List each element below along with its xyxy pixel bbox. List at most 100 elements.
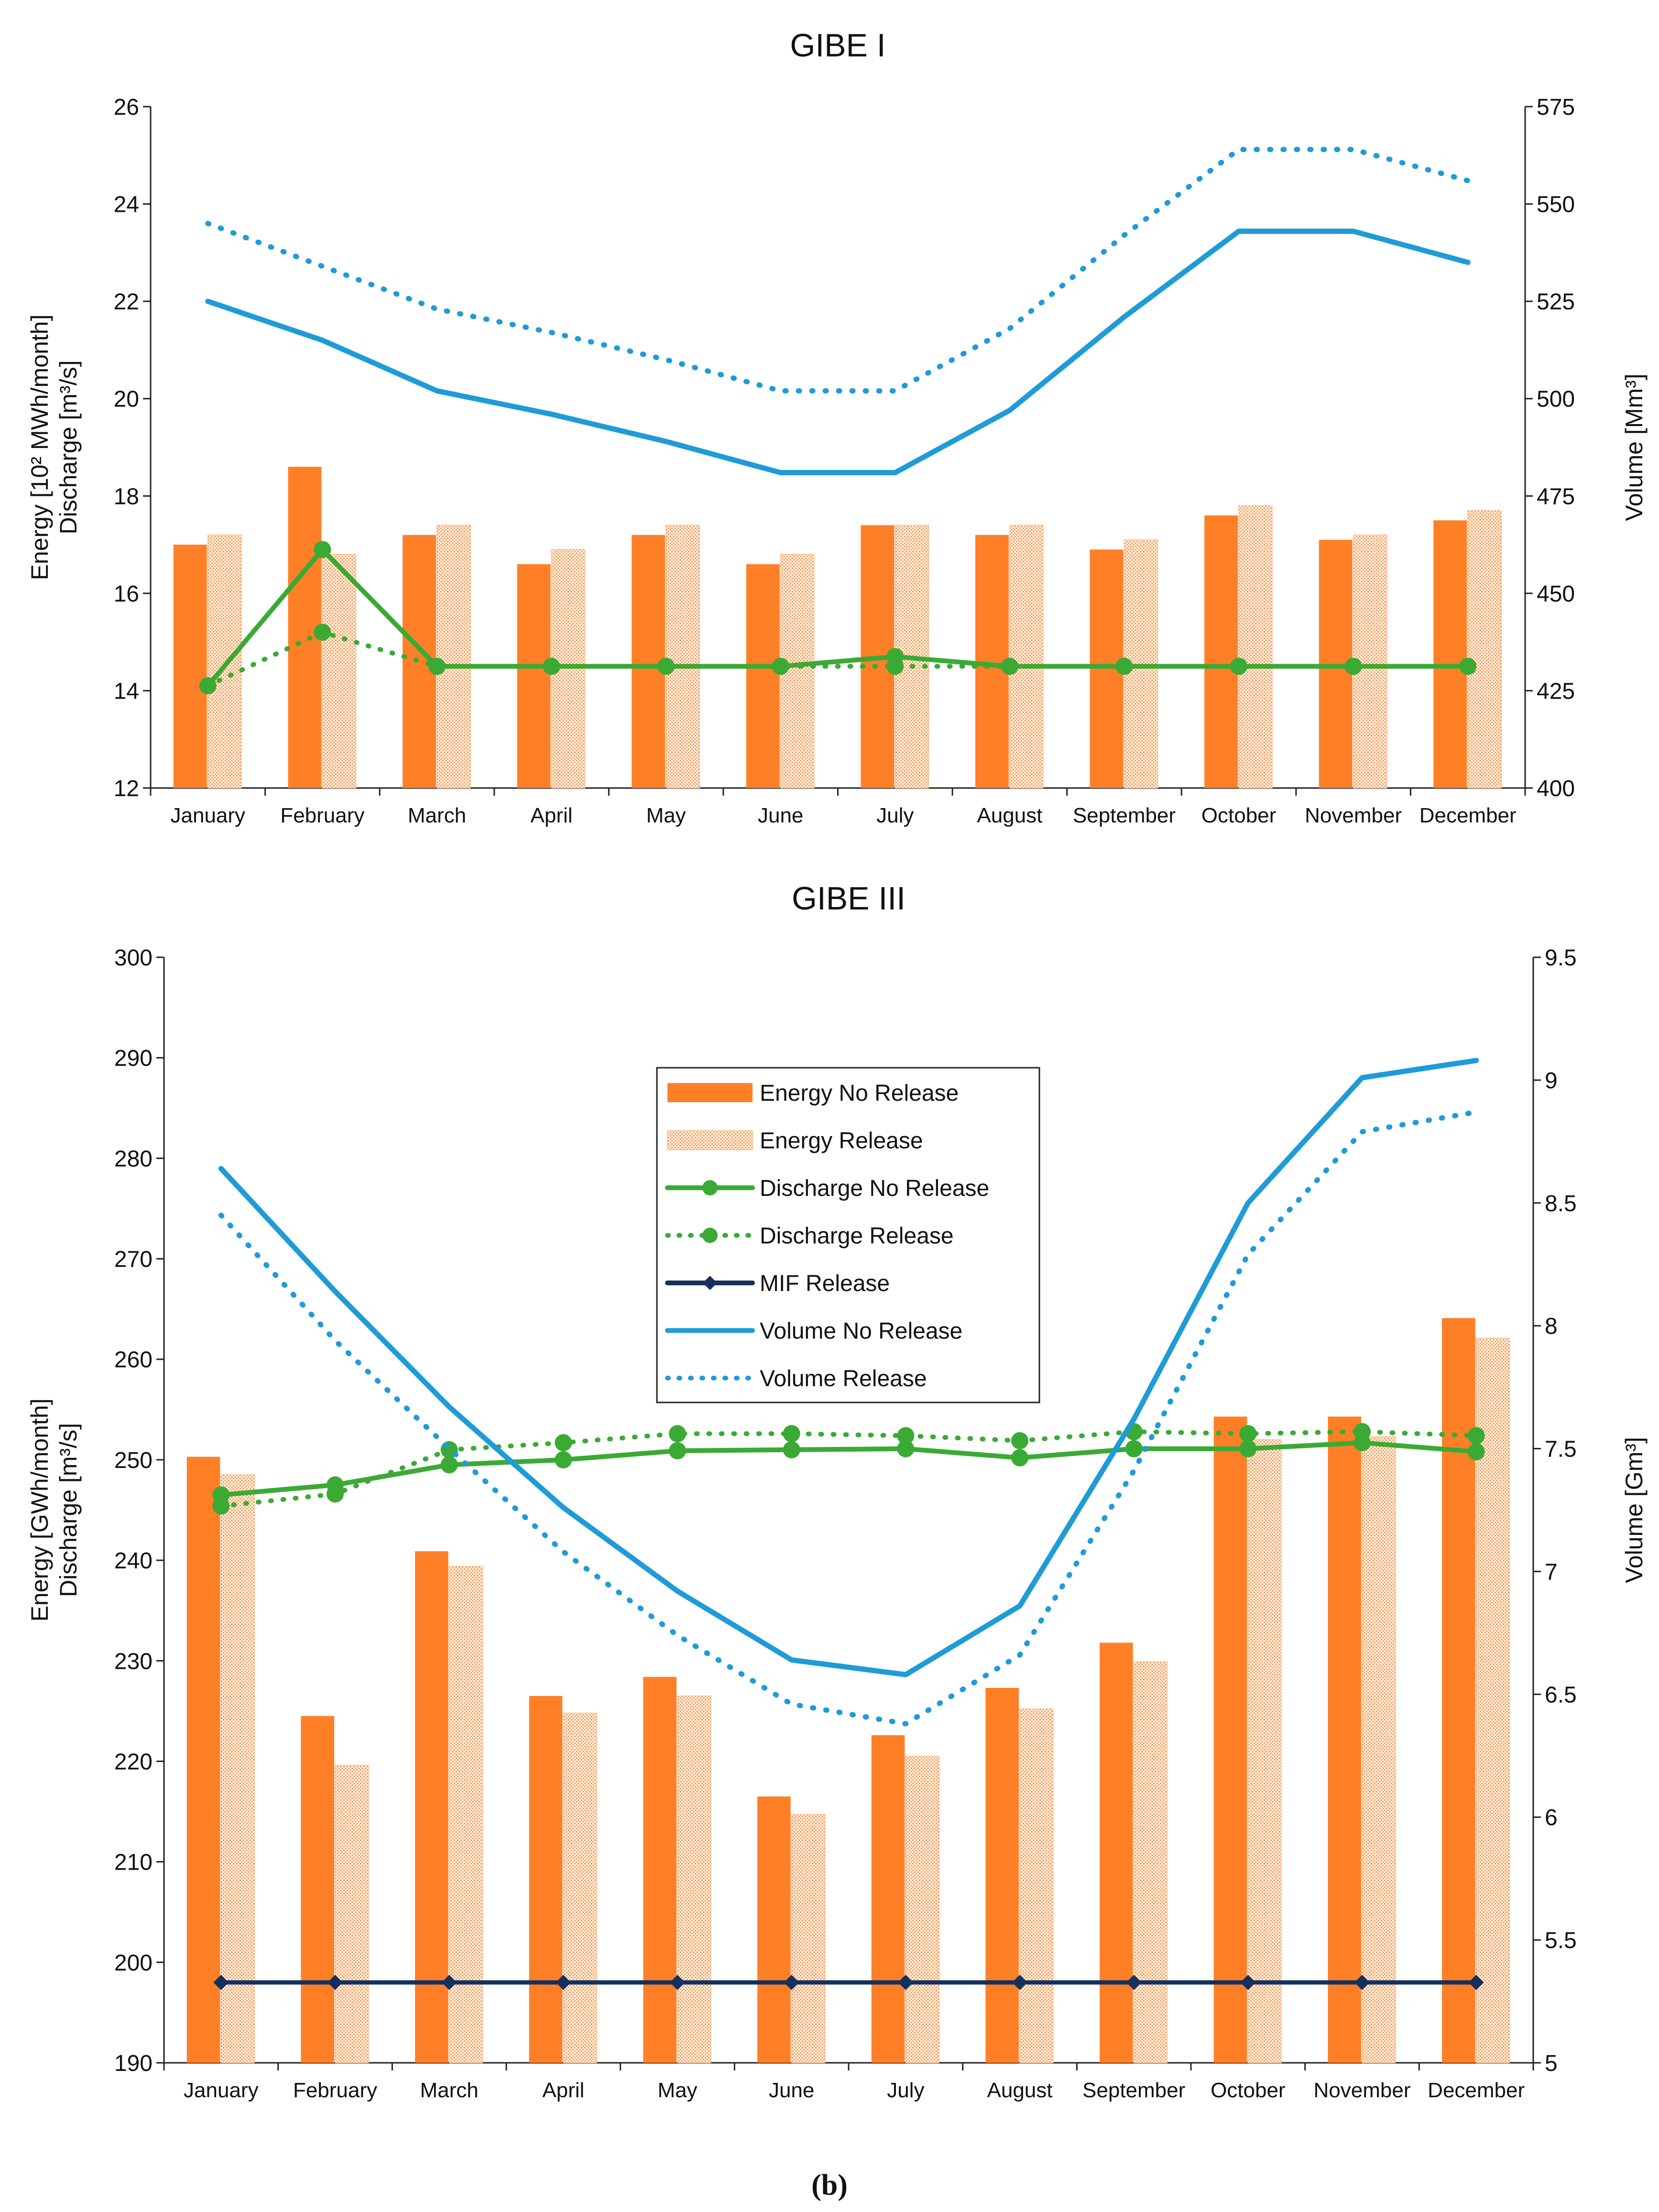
marker-discharge-release-october xyxy=(1230,657,1248,675)
marker-discharge-release-may xyxy=(657,657,675,675)
y-tick-label-right: 5 xyxy=(1545,2051,1558,2076)
marker-discharge-release-june xyxy=(783,1425,800,1443)
legend-item-mif-release: MIF Release xyxy=(665,1271,890,1296)
y-tick-label-left: 200 xyxy=(114,1950,153,1976)
bar-energy-release-april xyxy=(563,1712,597,2063)
bar-energy-no-release-june xyxy=(757,1796,791,2063)
x-tick-label-january: January xyxy=(184,2079,259,2102)
gibe-iii-chart: GIBE III 190 200 210 220 230 240 250 260 270 280 29… xyxy=(26,880,1648,2102)
x-tick-label-july: July xyxy=(887,2079,924,2102)
legend-label: MIF Release xyxy=(760,1271,890,1296)
bar-energy-release-september xyxy=(1133,1661,1168,2063)
legend-item-discharge-release: Discharge Release xyxy=(665,1224,954,1249)
bar-energy-no-release-august xyxy=(985,1688,1019,2063)
x-tick-label-january: January xyxy=(171,804,246,827)
marker-mif-release-june xyxy=(784,1974,799,1990)
legend-label: Volume Release xyxy=(760,1366,927,1391)
y-axis-label-energy: Energy [10² MWh/month] xyxy=(26,315,53,580)
legend-swatch xyxy=(667,1083,753,1102)
marker-mif-release-september xyxy=(1126,1974,1142,1990)
gibe-i-chart: GIBE I 12 14 16 18 20 22 24 26 400 425 450 475 500 525… xyxy=(26,27,1648,827)
legend-label: Discharge Release xyxy=(760,1224,954,1249)
marker-discharge-release-february xyxy=(314,624,331,641)
marker-discharge-no-release-may xyxy=(669,1442,686,1459)
x-tick-label-april: April xyxy=(531,804,573,827)
y-tick-label-right: 5.5 xyxy=(1545,1928,1577,1953)
legend-label: Energy No Release xyxy=(760,1081,959,1106)
y-tick-label-right: 6.5 xyxy=(1545,1682,1577,1708)
bar-energy-release-october xyxy=(1238,505,1273,788)
line-volume-release xyxy=(205,147,1471,394)
marker-discharge-no-release-december xyxy=(1467,1443,1485,1461)
y-tick-label-left: 26 xyxy=(114,95,139,120)
x-tick-label-june: June xyxy=(758,804,803,827)
marker-mif-release-january xyxy=(213,1974,229,1990)
x-tick-label-november: November xyxy=(1314,2079,1411,2102)
y-tick-label-right: 9 xyxy=(1545,1068,1558,1094)
bar-energy-no-release-march xyxy=(415,1551,448,2063)
y-tick-label-right: 400 xyxy=(1537,776,1575,801)
marker-mif-release-december xyxy=(1468,1974,1484,1990)
y-tick-label-left: 190 xyxy=(114,2051,153,2076)
legend-label: Discharge No Release xyxy=(760,1176,989,1201)
y-axis-label-discharge: Discharge [m³/s] xyxy=(55,1423,82,1597)
bar-energy-release-february xyxy=(335,1765,369,2063)
x-tick-label-june: June xyxy=(769,2079,814,2102)
legend-swatch xyxy=(667,1130,753,1150)
marker-discharge-release-february xyxy=(327,1485,344,1503)
y-tick-label-right: 7 xyxy=(1545,1559,1558,1585)
bar-energy-release-january xyxy=(220,1474,255,2063)
legend-marker xyxy=(702,1227,718,1243)
bar-energy-release-november xyxy=(1362,1436,1396,2063)
y-tick-label-right: 7.5 xyxy=(1545,1437,1577,1462)
line-volume-no-release xyxy=(218,1058,1479,1677)
y-axis-label-energy: Energy [GWh/month] xyxy=(26,1399,53,1622)
legend-item-volume-no-release: Volume No Release xyxy=(665,1319,962,1344)
bar-energy-release-august xyxy=(1019,1708,1054,2063)
x-tick-label-november: November xyxy=(1305,804,1402,827)
x-tick-label-july: July xyxy=(876,804,914,827)
y-tick-label-right: 425 xyxy=(1537,679,1575,704)
y-tick-label-right: 500 xyxy=(1537,387,1575,412)
marker-discharge-no-release-june xyxy=(783,1441,800,1458)
marker-discharge-release-august xyxy=(1001,657,1018,675)
bar-energy-release-july xyxy=(905,1756,939,2063)
x-tick-label-february: February xyxy=(293,2079,377,2102)
marker-discharge-release-august xyxy=(1011,1432,1028,1449)
marker-discharge-no-release-march xyxy=(440,1456,458,1474)
marker-mif-release-november xyxy=(1354,1974,1370,1990)
figure-label: (b) xyxy=(811,2169,848,2201)
bar-energy-release-august xyxy=(1009,525,1044,788)
y-tick-label-right: 8 xyxy=(1545,1314,1558,1339)
chart-title: GIBE III xyxy=(792,880,906,917)
y2-axis-label: Volume [Mm³] xyxy=(1621,373,1648,521)
bar-energy-no-release-october xyxy=(1204,515,1238,788)
marker-mif-release-april xyxy=(556,1974,571,1990)
y-axis-label-discharge: Discharge [m³/s] xyxy=(55,361,82,535)
y-tick-label-left: 20 xyxy=(114,387,139,412)
x-tick-label-august: August xyxy=(987,2079,1053,2102)
x-tick-label-september: September xyxy=(1073,804,1176,827)
marker-discharge-release-april xyxy=(543,657,560,675)
bar-energy-no-release-july xyxy=(871,1735,905,2063)
bar-energy-release-may xyxy=(677,1696,711,2063)
y-tick-label-left: 22 xyxy=(114,289,139,315)
bar-energy-release-june xyxy=(791,1814,826,2063)
y-tick-label-left: 220 xyxy=(114,1749,153,1774)
line-discharge-release xyxy=(218,1429,1479,1509)
bar-energy-no-release-november xyxy=(1328,1416,1361,2063)
marker-discharge-release-september xyxy=(1115,657,1133,675)
marker-discharge-no-release-april xyxy=(555,1451,572,1468)
marker-discharge-release-december xyxy=(1459,657,1477,675)
marker-discharge-release-june xyxy=(772,657,789,675)
line-discharge-release xyxy=(205,630,1471,689)
marker-discharge-release-december xyxy=(1467,1427,1485,1445)
chart-title: GIBE I xyxy=(790,27,885,64)
bar-energy-release-february xyxy=(322,554,356,788)
y-tick-label-right: 575 xyxy=(1537,95,1575,120)
x-tick-label-december: December xyxy=(1419,804,1517,827)
y-tick-label-left: 24 xyxy=(114,192,139,218)
bar-energy-no-release-december xyxy=(1442,1318,1475,2063)
y-tick-label-left: 12 xyxy=(114,776,139,801)
bar-energy-no-release-january xyxy=(173,545,207,788)
